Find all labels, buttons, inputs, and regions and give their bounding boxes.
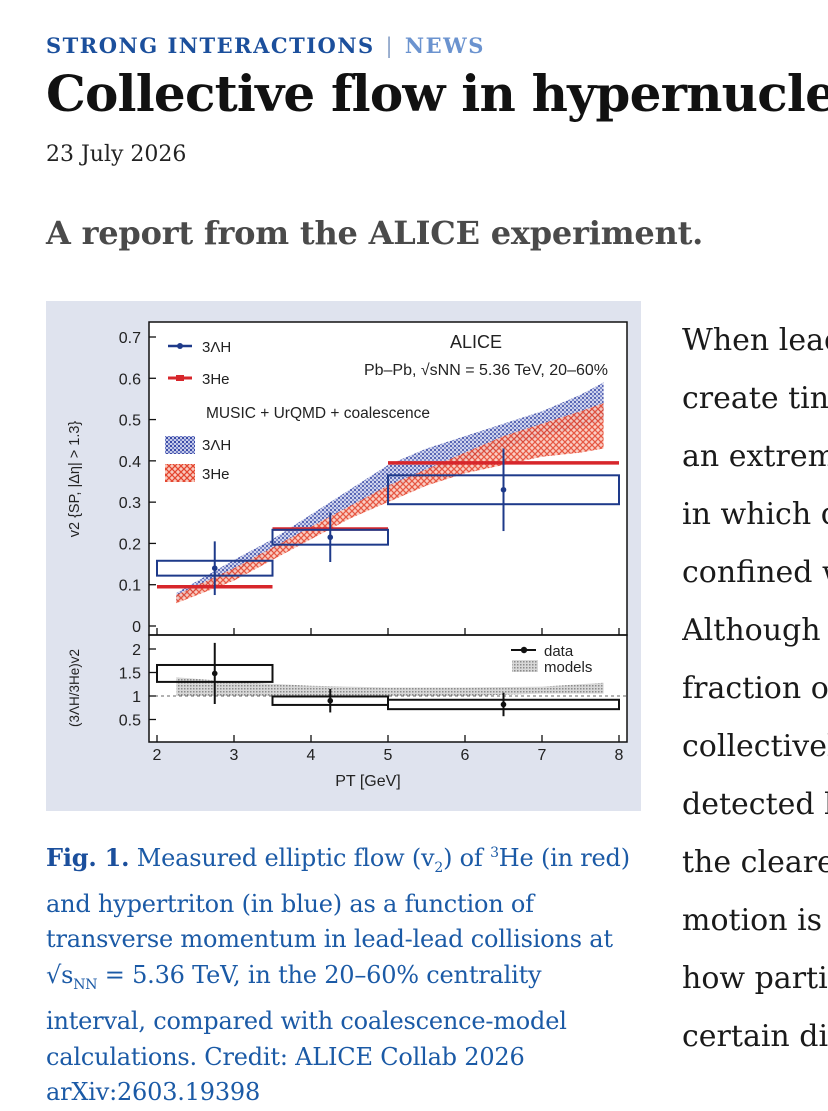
top-y-tick-label: 0.7 bbox=[119, 330, 141, 347]
legend-helium3-label: 3He bbox=[202, 371, 230, 388]
figure-label: Fig. 1. bbox=[46, 843, 130, 872]
ratio-point bbox=[156, 642, 274, 704]
article-date: 23 July 2026 bbox=[46, 142, 187, 167]
hypertriton-marker bbox=[211, 565, 218, 571]
top-y-tick-label: 0.6 bbox=[119, 371, 141, 388]
legend-bottom-models-label: models bbox=[544, 659, 592, 676]
caption-sub-1: 2 bbox=[434, 859, 444, 876]
ratio-marker bbox=[211, 670, 218, 677]
ratio-point bbox=[387, 692, 620, 717]
ratio-marker bbox=[327, 697, 334, 704]
body-line: Although t bbox=[682, 613, 828, 648]
body-line: motion is t bbox=[682, 903, 828, 938]
x-tick-label: 8 bbox=[615, 747, 624, 764]
article-title: Collective flow in hypernuclei bbox=[46, 64, 828, 123]
top-y-tick-label: 0.1 bbox=[119, 578, 141, 595]
article-standfirst: A report from the ALICE experiment. bbox=[46, 214, 704, 252]
hypertriton-marker bbox=[500, 486, 507, 493]
article-body: When lead create tiny an extrem in which q c… bbox=[682, 312, 828, 1066]
x-tick-label: 5 bbox=[384, 747, 393, 764]
legend-bottom-data-label: data bbox=[544, 643, 574, 660]
bottom-y-tick-label: 2 bbox=[132, 642, 141, 659]
body-line: create tiny bbox=[682, 381, 828, 416]
bottom-y-tick-label: 1 bbox=[132, 689, 141, 706]
top-y-tick-label: 0.2 bbox=[119, 536, 141, 553]
body-line: collectivel bbox=[682, 729, 828, 764]
chart-title: ALICE bbox=[450, 332, 502, 352]
legend-model-hypertriton: 3ΛH bbox=[165, 436, 231, 454]
legend-helium3: 3He bbox=[168, 371, 230, 388]
top-y-tick-label: 0.5 bbox=[119, 413, 141, 430]
caption-sub-2: NN bbox=[73, 976, 98, 993]
article-kicker: STRONG INTERACTIONS | NEWS bbox=[46, 33, 485, 58]
body-line: detected b bbox=[682, 787, 828, 822]
x-tick-label: 4 bbox=[307, 747, 316, 764]
hypertriton-point bbox=[387, 448, 620, 532]
model-band-helium3 bbox=[176, 403, 604, 604]
top-y-tick-label: 0.4 bbox=[119, 454, 141, 471]
model-band-hypertriton bbox=[176, 382, 604, 602]
legend-hypertriton-label: 3ΛH bbox=[202, 339, 231, 356]
hypertriton-marker bbox=[327, 534, 334, 541]
figure-caption: Fig. 1. Measured elliptic flow (v2) of 3… bbox=[46, 836, 646, 1111]
x-tick-label: 3 bbox=[230, 747, 239, 764]
ratio-model-band bbox=[176, 677, 604, 696]
bottom-y-tick-label: 0.5 bbox=[119, 713, 141, 730]
top-y-tick-label: 0.3 bbox=[119, 495, 141, 512]
legend-model-helium3-label: 3He bbox=[202, 466, 230, 483]
caption-text-3: He (in red) and hypertriton (in blue) as… bbox=[46, 844, 630, 990]
body-line: in which q bbox=[682, 497, 828, 532]
body-line: certain dir bbox=[682, 1019, 828, 1054]
body-line: confined w bbox=[682, 555, 828, 590]
caption-text-1: Measured elliptic flow (v bbox=[136, 844, 435, 872]
ratio-marker bbox=[500, 701, 507, 708]
top-y-axis-label: v2 {SP, |Δη| > 1.3} bbox=[67, 421, 83, 538]
legend-model-hypertriton-label: 3ΛH bbox=[202, 437, 231, 454]
x-axis-label: PT [GeV] bbox=[335, 773, 401, 790]
caption-text-4: = 5.36 TeV, in the 20–60% centrality int… bbox=[46, 961, 567, 1107]
hypertriton-point bbox=[271, 512, 389, 563]
legend-hypertriton: 3ΛH bbox=[168, 339, 231, 356]
caption-sup-1: 3 bbox=[490, 845, 499, 861]
body-line: an extrem bbox=[682, 439, 828, 474]
kicker-type-link[interactable]: NEWS bbox=[404, 33, 485, 58]
chart-subtitle: Pb–Pb, √sNN = 5.36 TeV, 20–60% bbox=[364, 362, 608, 379]
bottom-y-axis-label: (3ΛH/3He)v2 bbox=[67, 649, 82, 727]
kicker-section-link[interactable]: STRONG INTERACTIONS bbox=[46, 33, 375, 58]
x-tick-label: 7 bbox=[538, 747, 547, 764]
hypertriton-point bbox=[156, 541, 274, 596]
body-line: the cleares bbox=[682, 845, 828, 880]
legend-bottom-models: models bbox=[512, 659, 592, 676]
top-y-tick-label: 0 bbox=[132, 619, 141, 636]
x-tick-label: 2 bbox=[153, 747, 162, 764]
caption-text-2: ) of bbox=[443, 844, 491, 872]
body-line: fraction of bbox=[682, 671, 828, 706]
legend-model-helium3: 3He bbox=[165, 464, 230, 483]
body-line: When lead bbox=[682, 323, 828, 358]
elliptic-flow-chart: 2 3 4 5 6 7 8 0 0.1 0.2 0.3 0.4 0.5 0.6 0.7 0.5 1 1.5 2 AL… bbox=[67, 321, 628, 790]
figure: 2 3 4 5 6 7 8 0 0.1 0.2 0.3 0.4 0.5 0.6 0.7 0.5 1 1.5 2 AL… bbox=[46, 301, 641, 811]
model-label: MUSIC + UrQMD + coalescence bbox=[206, 405, 430, 422]
kicker-separator: | bbox=[385, 34, 395, 58]
legend-bottom-data: data bbox=[511, 643, 574, 660]
x-tick-label: 6 bbox=[461, 747, 470, 764]
bottom-y-tick-label: 1.5 bbox=[119, 666, 141, 683]
